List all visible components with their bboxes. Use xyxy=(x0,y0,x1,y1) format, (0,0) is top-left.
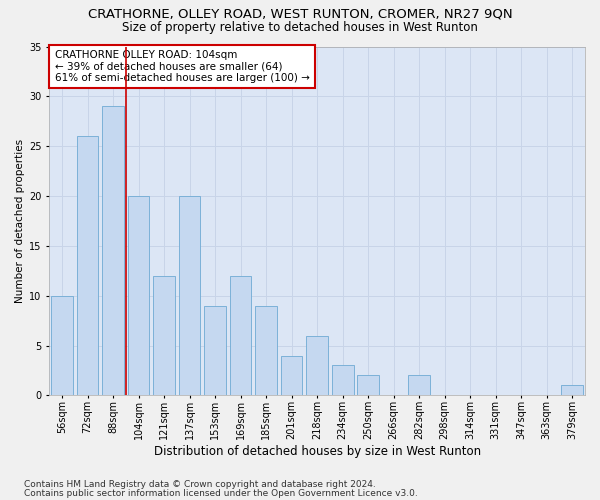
Bar xyxy=(358,376,379,396)
Y-axis label: Number of detached properties: Number of detached properties xyxy=(15,139,25,303)
Bar xyxy=(255,306,277,396)
Text: CRATHORNE OLLEY ROAD: 104sqm
← 39% of detached houses are smaller (64)
61% of se: CRATHORNE OLLEY ROAD: 104sqm ← 39% of de… xyxy=(55,50,310,83)
Bar xyxy=(153,276,175,396)
Bar xyxy=(409,376,430,396)
Bar xyxy=(307,336,328,396)
Bar xyxy=(562,386,583,396)
Bar xyxy=(332,366,353,396)
Bar xyxy=(128,196,149,396)
Text: CRATHORNE, OLLEY ROAD, WEST RUNTON, CROMER, NR27 9QN: CRATHORNE, OLLEY ROAD, WEST RUNTON, CROM… xyxy=(88,8,512,20)
Bar xyxy=(230,276,251,396)
Bar xyxy=(204,306,226,396)
Bar xyxy=(51,296,73,396)
Bar xyxy=(77,136,98,396)
Text: Contains public sector information licensed under the Open Government Licence v3: Contains public sector information licen… xyxy=(24,489,418,498)
Text: Size of property relative to detached houses in West Runton: Size of property relative to detached ho… xyxy=(122,21,478,34)
X-axis label: Distribution of detached houses by size in West Runton: Distribution of detached houses by size … xyxy=(154,444,481,458)
Bar xyxy=(102,106,124,396)
Text: Contains HM Land Registry data © Crown copyright and database right 2024.: Contains HM Land Registry data © Crown c… xyxy=(24,480,376,489)
Bar xyxy=(179,196,200,396)
Bar xyxy=(281,356,302,396)
